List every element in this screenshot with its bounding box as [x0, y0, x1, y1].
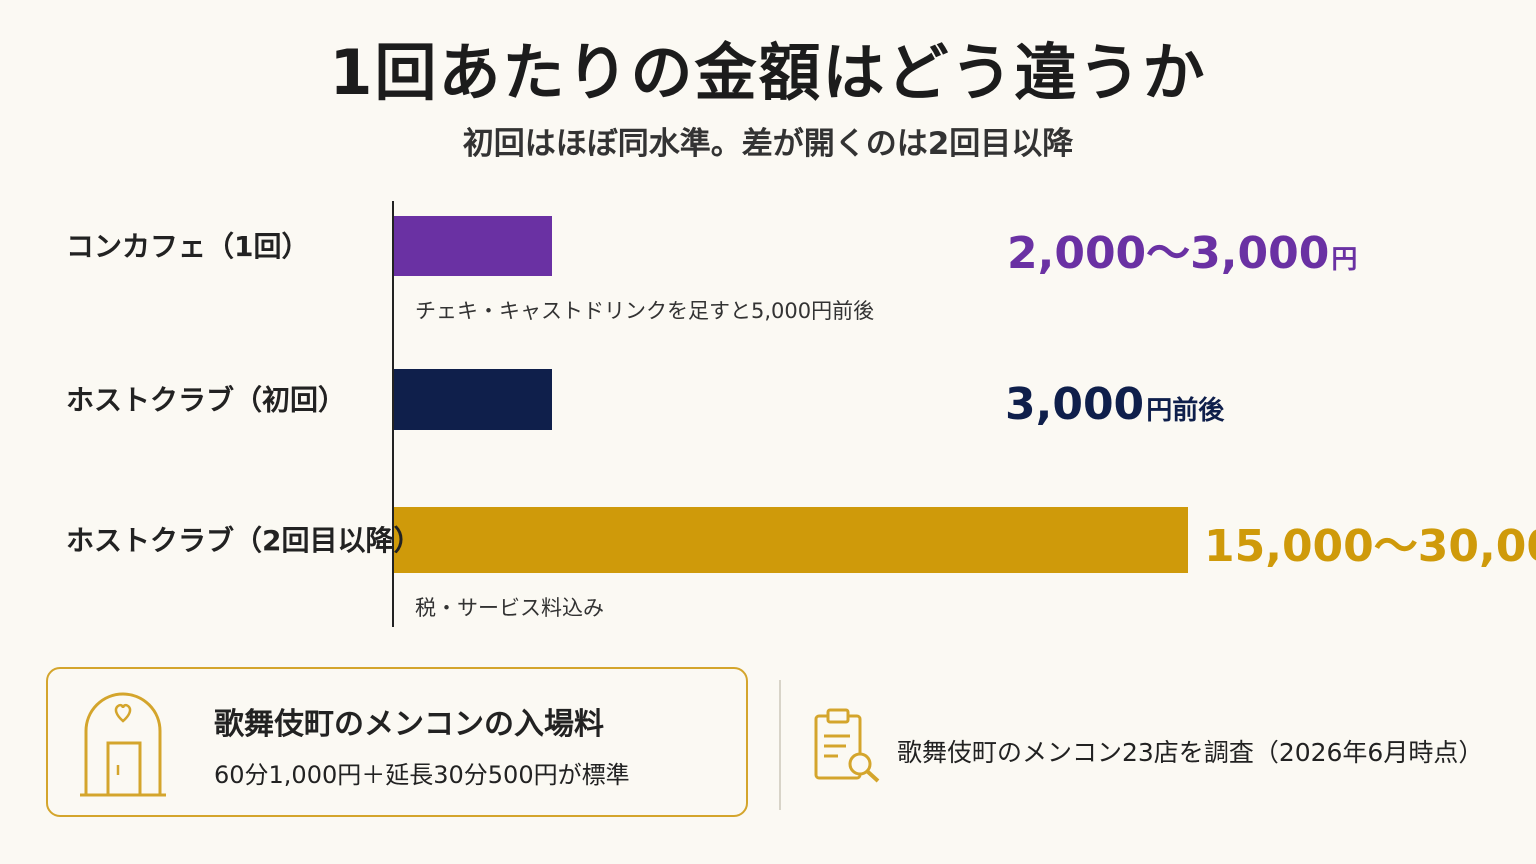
clipboard-search-icon: [814, 708, 880, 783]
info-title: 歌舞伎町のメンコンの入場料: [214, 707, 604, 742]
divider: [779, 680, 781, 810]
info-subtitle: 60分1,000円＋延長30分500円が標準: [214, 761, 630, 789]
value-label-2: 15,000〜30,000円: [1204, 521, 1536, 572]
category-label-2: ホストクラブ（2回目以降）: [66, 524, 421, 557]
info-box: 歌舞伎町のメンコンの入場料 60分1,000円＋延長30分500円が標準: [46, 667, 748, 817]
category-label-0: コンカフェ（1回）: [66, 230, 309, 263]
bar-2: [394, 507, 1188, 573]
door-heart-icon: [80, 692, 166, 797]
value-label-1: 3,000円前後: [1005, 379, 1225, 430]
bar-chart: コンカフェ（1回） 2,000〜3,000円チェキ・キャストドリンクを足すと5,0…: [66, 201, 1536, 627]
value-label-0: 2,000〜3,000円: [1007, 228, 1357, 279]
page-subtitle: 初回はほぼ同水準。差が開くのは2回目以降: [462, 126, 1074, 162]
survey-note: 歌舞伎町のメンコン23店を調査（2026年6月時点）: [897, 738, 1484, 767]
bar-note-2: 税・サービス料込み: [415, 596, 604, 620]
bar-note-0: チェキ・キャストドリンクを足すと5,000円前後: [415, 299, 874, 323]
page-title: 1回あたりの金額はどう違うか: [329, 36, 1207, 109]
bar-1: [394, 369, 552, 430]
bar-0: [394, 216, 552, 276]
category-label-1: ホストクラブ（初回）: [66, 384, 346, 417]
